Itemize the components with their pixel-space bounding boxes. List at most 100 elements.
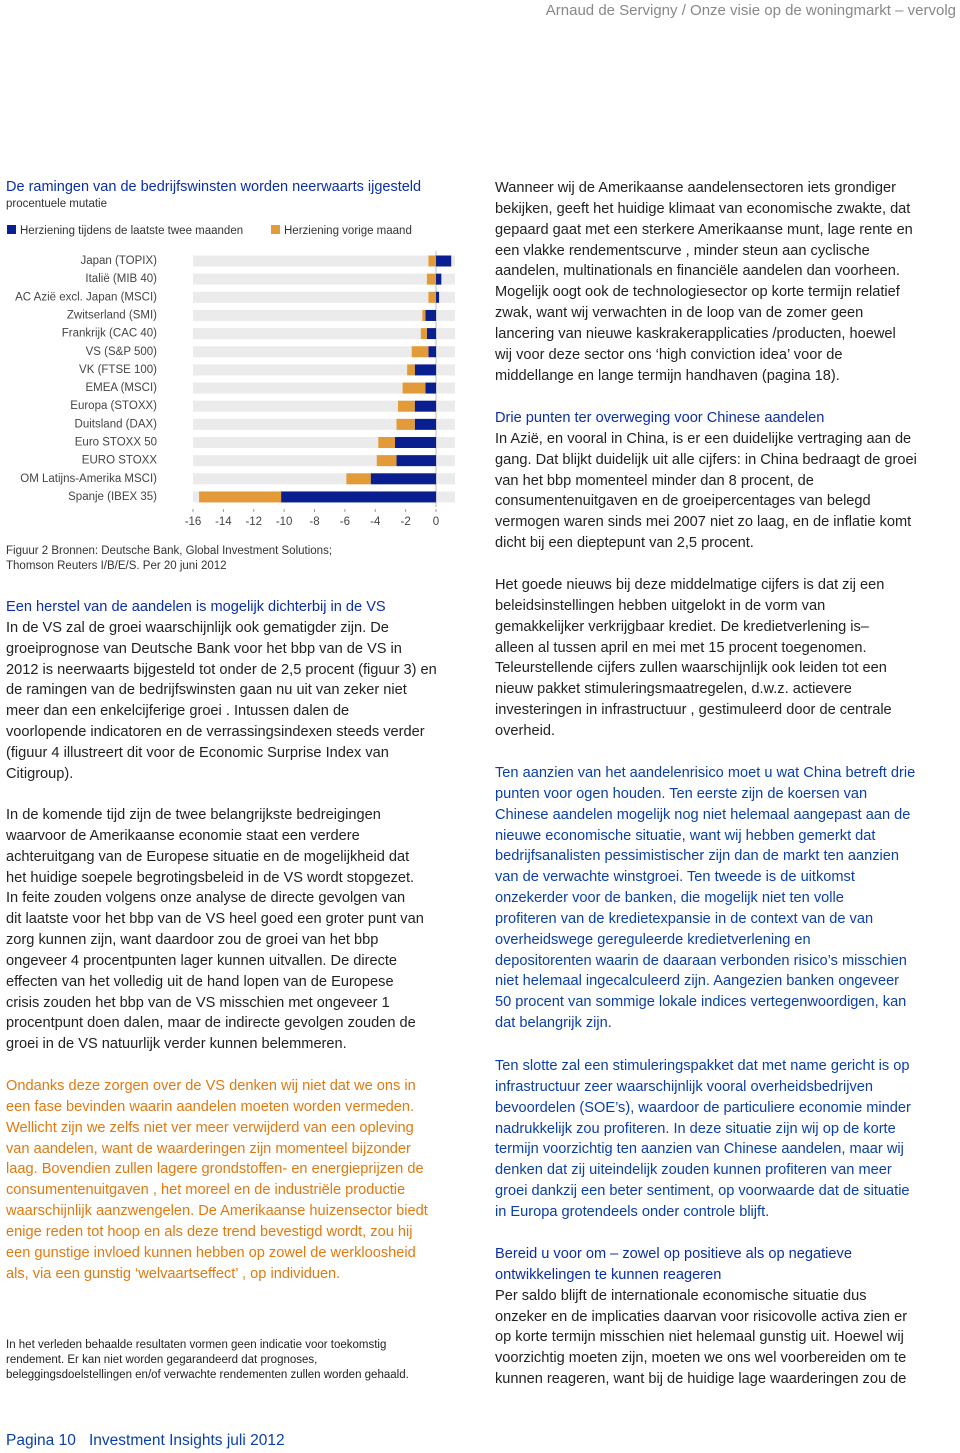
text-line: 2012 is neerwaarts bijgesteld tot onder … — [6, 661, 437, 678]
text-line: bedrijfsanalisten pessimistischer zijn d… — [495, 848, 899, 865]
text-line: vermogen waren sinds mei 2007 niet zo la… — [495, 514, 912, 531]
paragraph: Ondanks deze zorgen over de VS denken wi… — [6, 1076, 428, 1284]
paragraph: Ten slotte zal een stimuleringspakket da… — [495, 1056, 911, 1223]
x-tick-label: -12 — [245, 516, 262, 528]
bar — [428, 255, 437, 267]
x-tick-label: -6 — [340, 516, 350, 528]
text-line: termijn voorzichtig ten aanzien van Chin… — [495, 1141, 904, 1158]
bar — [402, 382, 426, 394]
text-line: dat belangrijk zijn. — [495, 1015, 612, 1032]
text-line: groei in de VS natuurlijk verder kunnen … — [6, 1036, 347, 1053]
text-line: achteruitgang van de Europese situatie e… — [6, 848, 410, 865]
category-label: VS (S&P 500) — [86, 346, 158, 358]
category-label: Frankrijk (CAC 40) — [62, 328, 157, 340]
text-line: In feite zouden volgens onze analyse de … — [6, 890, 406, 907]
text-line: consumentenuitgaven , het moreel en de i… — [6, 1182, 406, 1199]
paragraph: In de komende tijd zijn de twee belangri… — [6, 805, 424, 1055]
text-line: nadrukkelijk zou profiteren. In deze sit… — [495, 1120, 896, 1137]
text-line: Wellicht zijn we zelfs niet ver meer ver… — [6, 1119, 414, 1136]
text-line: Per saldo blijft de internationale econo… — [495, 1287, 867, 1304]
text-line: de ramingen van de bedrijfswinsten gaan … — [6, 682, 407, 699]
text-line: van de verwachte winstgroei. Ten tweede … — [495, 869, 855, 886]
text-line: onzeker en de implicaties daarvan voor r… — [495, 1308, 908, 1325]
category-label: Euro STOXX 50 — [75, 437, 157, 449]
text-line: rendement. Er kan niet worden gegarandee… — [6, 1354, 318, 1366]
bar — [414, 364, 437, 376]
text-line: investeringen in infrastructuur , gestim… — [495, 702, 892, 719]
bar — [346, 473, 371, 485]
bar — [370, 473, 437, 485]
text-line: enige reden tot hoop en als deze trend b… — [6, 1223, 413, 1240]
text-line: denken dat zij uiteindelijk zouden kunne… — [495, 1162, 892, 1179]
x-tick-label: -4 — [370, 516, 381, 528]
bar — [414, 418, 437, 430]
text-line: In de komende tijd zijn de twee belangri… — [6, 807, 381, 823]
row-background — [193, 400, 455, 412]
bar — [376, 455, 397, 467]
heading-line: Drie punten ter overweging voor Chinese … — [495, 410, 825, 426]
text-line: een vlakke rendementscurve , minder steu… — [495, 242, 870, 259]
row-background — [193, 291, 455, 303]
text-line: groeiprognose van Deutsche Bank voor het… — [6, 640, 402, 657]
running-header: Arnaud de Servigny / Onze visie op de wo… — [545, 2, 956, 19]
text-line: waarschijnlijk aanzwengelen. De Amerikaa… — [6, 1203, 428, 1220]
category-label: Italië (MIB 40) — [85, 273, 157, 285]
category-label: AC Azië excl. Japan (MSCI) — [15, 291, 157, 303]
text-line: op korte termijn misschien niet helemaal… — [495, 1329, 904, 1346]
text-line: van het bbp momenteel minder dan 8 proce… — [495, 472, 814, 489]
bar — [422, 309, 426, 321]
text-line: procentpunt doen dalen, maar de indirect… — [6, 1015, 416, 1032]
text-line: kunnen reageren, want bij de huidige lag… — [495, 1371, 907, 1388]
text-line: overheidswege gereguleerde kredietverlen… — [495, 931, 811, 948]
text-line: Ten slotte zal een stimuleringspakket da… — [495, 1058, 910, 1074]
publication: Investment Insights juli 2012 — [89, 1432, 285, 1449]
category-label: Spanje (IBEX 35) — [68, 491, 157, 503]
text-line: onzekerder voor de banken, die mogelijk … — [495, 890, 844, 907]
text-line: als, via een gunstig ‘welvaartseffect’ ,… — [6, 1265, 341, 1282]
text-line: profiteren van de kredietexpansie in de … — [495, 910, 874, 927]
text-line: Ten aanzien van het aandelenrisico moet … — [495, 765, 916, 781]
text-line: Mogelijk oogt ook de technologiesector o… — [495, 284, 900, 301]
x-tick-label: -16 — [185, 516, 202, 528]
x-tick-label: 0 — [433, 516, 439, 528]
text-line: consumentenuitgaven en de groeipercentag… — [495, 493, 871, 510]
text-line: effecten van het volledig uit de hand lo… — [6, 973, 394, 990]
text-line: beleggingsdoelstellingen en/of verwachte… — [6, 1369, 409, 1381]
text-line: dicht bij een dieptepunt van 2,5 procent… — [495, 535, 754, 552]
row-background — [193, 473, 455, 485]
text-line: voorzichtig moeten zijn, moeten we ons w… — [495, 1350, 907, 1367]
text-line: het huidige soepele begrotingsbeleid in … — [6, 869, 415, 886]
chart-subtitle: procentuele mutatie — [6, 198, 107, 210]
text-line: groei dankzij een beter sentiment, op vo… — [495, 1183, 910, 1200]
bar — [436, 291, 440, 303]
category-label: Japan (TOPIX) — [81, 255, 158, 267]
text-line: lancering van nieuwe kaskrakerapplicatie… — [495, 325, 896, 342]
bar — [425, 382, 437, 394]
text-line: nieuw pakket stimuleringsmaatregelen, d.… — [495, 681, 852, 698]
bar — [428, 291, 437, 303]
text-line: niet helemaal ingecalculeerd zijn. Aange… — [495, 973, 900, 990]
bar — [398, 400, 415, 412]
row-background — [193, 346, 455, 358]
caption: Thomson Reuters I/B/E/S. Per 20 juni 201… — [6, 560, 227, 572]
x-tick-label: -10 — [276, 516, 293, 528]
text-line: gepaard gaat met een sterkere Amerikaans… — [495, 221, 913, 238]
text-line: dit laatste voor het bbp van de VS heel … — [6, 911, 424, 928]
heading-line: Een herstel van de aandelen is mogelijk … — [6, 599, 386, 615]
text-line: meer dan een enkelcijferige groei . Intu… — [6, 703, 350, 720]
text-line: bekijken, geeft het huidige klimaat van … — [495, 200, 911, 217]
row-background — [193, 255, 455, 267]
text-line: aandelen, multinationals en financiële a… — [495, 263, 900, 280]
bar — [428, 346, 437, 358]
text-line: alleen al tussen april en mei met 15 pro… — [495, 639, 867, 656]
text-line: Citigroup). — [6, 765, 74, 782]
legend-swatch — [271, 225, 280, 234]
row-background — [193, 455, 455, 467]
text-line: Chinese aandelen mogelijk nog niet helem… — [495, 806, 911, 823]
x-tick-label: -14 — [215, 516, 232, 528]
bar — [396, 455, 437, 467]
paragraph: Ten aanzien van het aandelenrisico moet … — [495, 763, 915, 1034]
text-line: beleidsinstellingen hebben uitgelokt in … — [495, 597, 826, 614]
category-label: EURO STOXX — [82, 455, 158, 467]
